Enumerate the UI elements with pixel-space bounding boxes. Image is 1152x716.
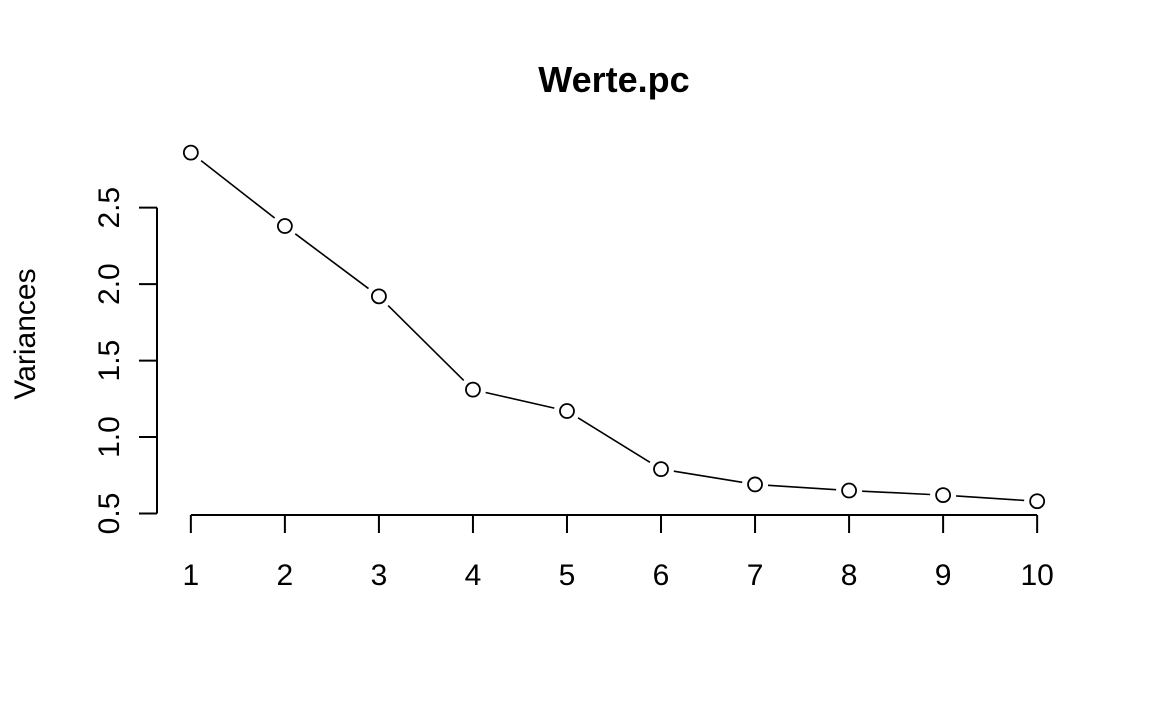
y-tick-label: 0.5 — [93, 493, 126, 535]
data-point — [747, 476, 763, 493]
x-tick-label: 4 — [465, 559, 482, 592]
x-tick-label: 6 — [653, 559, 670, 592]
y-tick-label: 2.0 — [93, 263, 126, 305]
series-line-segment — [200, 160, 276, 219]
x-tick-label: 5 — [559, 559, 576, 592]
chart-title: Werte.pc — [538, 59, 689, 100]
series-variances — [182, 144, 1046, 510]
y-axis-label: Variances — [9, 268, 42, 399]
series-line-segment — [577, 417, 651, 463]
y-tick-label: 1.5 — [93, 340, 126, 382]
data-point — [182, 144, 199, 161]
data-point — [276, 218, 293, 234]
data-point — [371, 288, 387, 305]
data-point — [1029, 493, 1046, 510]
x-tick-label: 1 — [183, 559, 200, 592]
data-point — [841, 482, 857, 499]
series-line-segment — [862, 490, 931, 496]
x-tick-label: 8 — [841, 559, 858, 592]
x-axis: 1 2 3 4 5 6 7 8 9 10 — [183, 514, 1054, 592]
series-line-segment — [767, 484, 837, 491]
data-point — [559, 403, 575, 419]
x-tick-label: 2 — [277, 559, 294, 592]
x-tick-label: 10 — [1020, 559, 1053, 592]
series-line-segment — [485, 391, 555, 409]
y-tick-label: 1.0 — [93, 416, 126, 458]
data-point — [653, 461, 669, 478]
y-tick-label: 2.5 — [93, 187, 126, 229]
x-tick-label: 9 — [935, 559, 952, 592]
data-point — [935, 487, 952, 504]
x-tick-label: 7 — [747, 559, 764, 592]
series-line-segment — [673, 470, 743, 484]
data-point — [465, 381, 481, 398]
series-line-segment — [294, 233, 369, 290]
series-line-segment — [956, 495, 1025, 502]
y-axis: 0.5 1.0 1.5 2.0 2.5 — [93, 187, 158, 535]
x-tick-label: 3 — [371, 559, 388, 592]
series-line-segment — [387, 304, 465, 382]
